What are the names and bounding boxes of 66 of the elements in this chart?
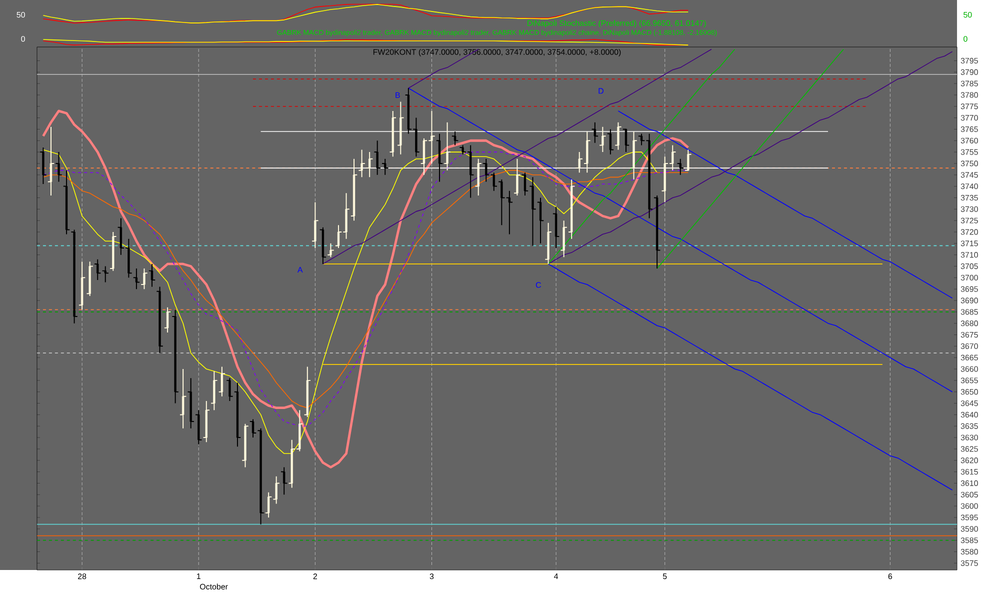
candlestick [552,206,560,248]
candlestick [156,286,164,354]
candlestick [304,366,312,418]
candlestick [312,202,319,248]
candlestick [272,476,280,504]
candlestick [350,158,358,222]
candlestick [584,130,591,174]
candlestick [529,176,536,246]
candlestick [218,366,226,397]
candlestick [358,149,366,178]
candlestick [86,261,94,296]
candlestick [490,172,498,192]
candlestick [576,152,583,174]
candlestick [148,263,156,288]
candlestick [94,258,102,280]
candlestick [62,170,70,235]
candlestick [264,492,272,518]
candlestick [132,268,140,290]
candlestick [55,152,62,182]
candlestick [482,158,490,182]
candlestick [630,130,638,180]
candlestick [187,378,194,429]
candlestick [521,172,529,196]
candlestick [110,231,117,272]
candlestick [226,378,234,402]
candlestick [444,122,451,171]
candlestick [474,158,482,196]
candlestick [40,146,47,185]
candlestick [327,242,334,258]
candlestick [599,126,606,153]
candlestick [195,410,202,445]
candlestick [653,194,661,270]
candlestick [70,229,78,324]
candlestick [397,101,404,155]
candlestick [179,368,187,429]
candlestick [451,130,459,146]
candlestick [536,197,544,244]
candlestick [280,466,288,496]
candlestick [622,128,630,153]
candlestick [202,400,210,443]
candlestick [172,309,179,404]
candlestick [234,382,242,448]
candlestick [606,128,614,155]
candlestick [374,140,381,176]
candlestick [436,133,444,182]
candlestick [514,158,521,196]
candlestick [78,261,86,310]
candlestick [560,220,568,258]
candlestick [257,428,264,525]
candlestick [389,110,396,158]
candlestick [242,423,249,468]
candlestick [102,266,109,283]
candlestick [140,268,148,290]
candlestick [366,152,374,178]
candlestick [249,418,257,438]
candlestick [319,226,327,264]
candlestick [591,122,599,144]
candlestick [210,370,218,411]
candlestick [47,126,55,196]
candlestick [568,178,576,240]
candlestick [382,158,389,176]
candlestick [544,222,552,264]
candlestick [164,306,172,333]
candlestick [676,158,684,176]
candlestick [614,122,622,150]
candlestick [684,149,692,171]
